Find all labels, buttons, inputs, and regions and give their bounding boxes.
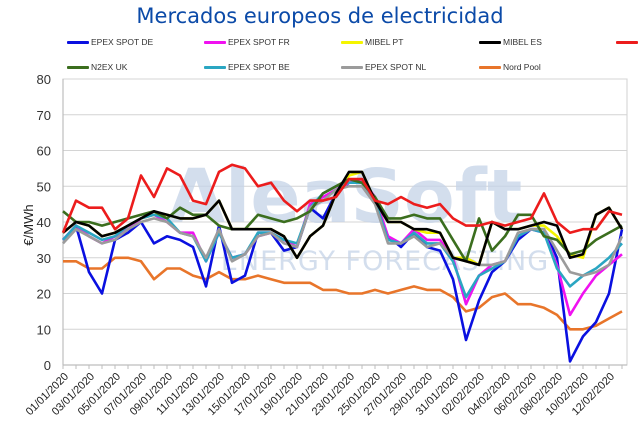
series-line-nord-pool [63, 256, 623, 331]
legend-swatch [204, 65, 226, 69]
y-tick-label: 60 [37, 144, 51, 159]
legend-label: EPEX SPOT FR [228, 37, 290, 47]
y-tick-label: 0 [44, 358, 51, 373]
legend-item: MIBEL PT [341, 37, 403, 47]
y-tick-label: 70 [37, 108, 51, 123]
legend-label: MIBEL ES [503, 37, 542, 47]
legend-item: EPEX SPOT NL [341, 62, 426, 72]
legend-label: EPEX SPOT BE [228, 62, 290, 72]
legend-label: EPEX SPOT NL [365, 62, 427, 72]
legend-swatch [616, 40, 638, 44]
legend-swatch [341, 65, 363, 69]
legend-item: MIBEL ES [479, 37, 542, 47]
legend-item: EPEX SPOT BE [204, 62, 290, 72]
series-ipex-it [61, 163, 623, 234]
series-line-mibel-es [62, 170, 624, 267]
legend-swatch [479, 40, 501, 44]
y-tick-label: 30 [37, 251, 51, 266]
legend-swatch [204, 40, 226, 44]
y-tick-label: 10 [37, 322, 51, 337]
legend-item: Nord Pool [479, 62, 541, 72]
series-line-ipex-it [61, 163, 623, 234]
legend-item: N2EX UK [67, 62, 127, 72]
chart-title: Mercados europeos de electricidad [136, 4, 504, 28]
legend-swatch [67, 40, 89, 44]
legend-item: EPEX SPOT DE [67, 37, 153, 47]
legend-label: EPEX SPOT DE [91, 37, 154, 47]
legend-item: IPEX IT [616, 37, 640, 47]
legend-label: Nord Pool [503, 62, 541, 72]
y-tick-label: 20 [37, 287, 51, 302]
y-tick-label: 80 [37, 72, 51, 87]
legend-swatch [479, 65, 501, 69]
y-tick-label: 50 [37, 179, 51, 194]
legend-item: EPEX SPOT FR [204, 37, 290, 47]
legend-label: N2EX UK [91, 62, 128, 72]
legend-swatch [67, 65, 89, 69]
y-tick-label: 40 [37, 215, 51, 230]
y-axis-label: €/MWh [21, 204, 36, 245]
legend-label: MIBEL PT [365, 37, 404, 47]
legend-swatch [341, 40, 363, 44]
